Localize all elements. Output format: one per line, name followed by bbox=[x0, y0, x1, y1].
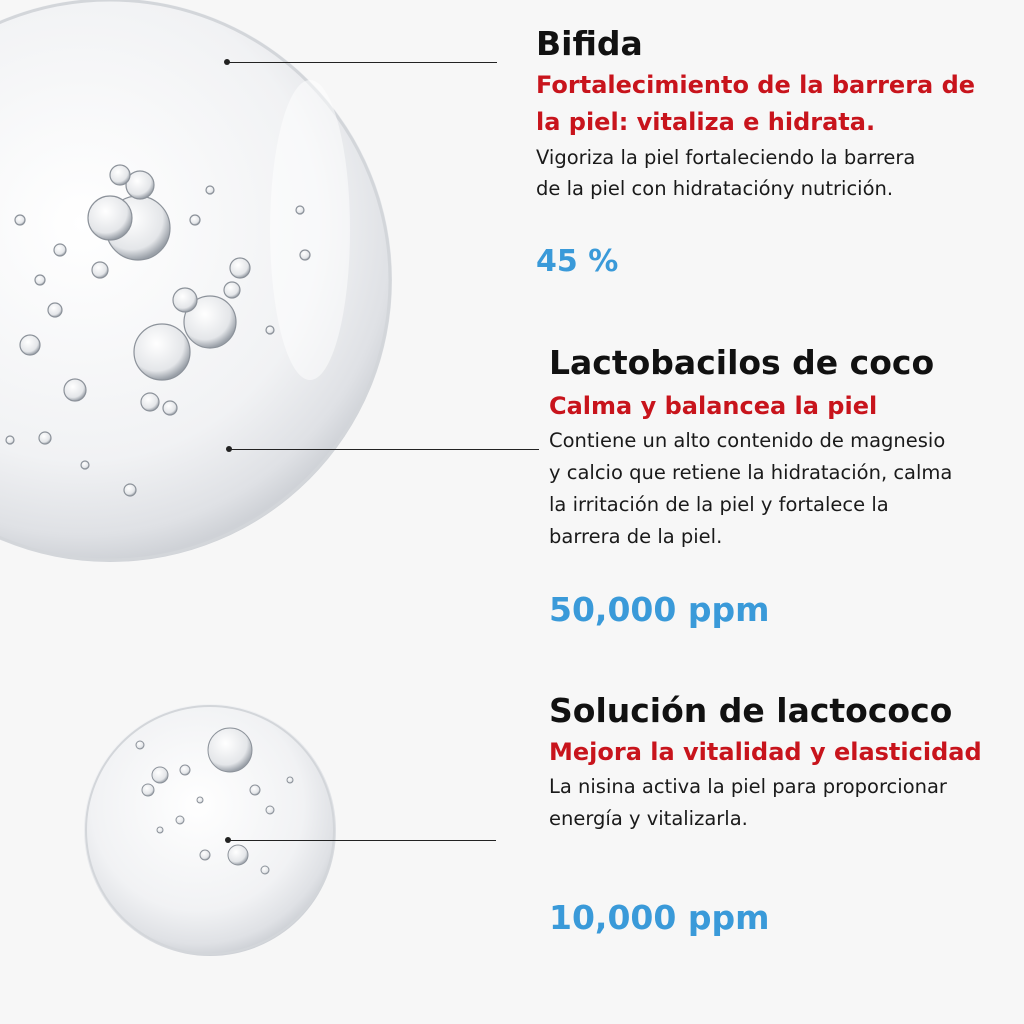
ingredient-benefit-line: Calma y balancea la piel bbox=[549, 392, 878, 420]
ingredient-benefit: Mejora la vitalidad y elasticidad bbox=[549, 734, 1019, 770]
ingredient-benefit: Calma y balancea la piel bbox=[549, 388, 1019, 424]
ingredient-description-line: La nisina activa la piel para proporcion… bbox=[549, 775, 947, 798]
ingredient-title: Bifida bbox=[536, 24, 643, 63]
ingredient-lactobacilos-de-coco: Lactobacilos de coco Calma y balancea la… bbox=[549, 340, 1019, 629]
ingredient-benefit-line: Mejora la vitalidad y elasticidad bbox=[549, 738, 982, 766]
ingredient-description-line: barrera de la piel. bbox=[549, 525, 723, 548]
ingredient-description: La nisina activa la piel para proporcion… bbox=[549, 771, 1019, 835]
ingredient-bifida: Bifida Fortalecimiento de la barrera de … bbox=[536, 22, 1016, 279]
small-serum-droplet bbox=[84, 704, 336, 956]
ingredient-description-line: y calcio que retiene la hidratación, cal… bbox=[549, 461, 953, 484]
ingredient-description: Contiene un alto contenido de magnesio y… bbox=[549, 425, 1019, 553]
callout-line-lactococo bbox=[228, 840, 496, 841]
ingredient-description-line: Vigoriza la piel fortaleciendo la barrer… bbox=[536, 146, 916, 169]
ingredient-description: Vigoriza la piel fortaleciendo la barrer… bbox=[536, 142, 1016, 204]
ingredient-description-line: la irritación de la piel y fortalece la bbox=[549, 493, 889, 516]
large-droplet-bubbles bbox=[5, 164, 311, 497]
small-droplet-bubbles bbox=[135, 727, 294, 875]
ingredient-concentration: 50,000 ppm bbox=[549, 590, 770, 629]
ingredient-title: Lactobacilos de coco bbox=[549, 343, 935, 382]
large-serum-droplet bbox=[0, 0, 392, 562]
callout-line-lactobacilos bbox=[229, 449, 539, 450]
ingredient-benefit: Fortalecimiento de la barrera de la piel… bbox=[536, 67, 1016, 141]
ingredient-description-line: de la piel con hidratacióny nutrición. bbox=[536, 177, 894, 200]
callout-dot-lactobacilos bbox=[226, 446, 232, 452]
ingredient-title: Solución de lactococo bbox=[549, 691, 953, 730]
ingredient-solucion-de-lactococo: Solución de lactococo Mejora la vitalida… bbox=[549, 688, 1019, 937]
ingredient-benefit-line: Fortalecimiento de la barrera de bbox=[536, 71, 976, 99]
ingredient-description-line: energía y vitalizarla. bbox=[549, 807, 748, 830]
callout-dot-bifida bbox=[224, 59, 230, 65]
callout-dot-lactococo bbox=[225, 837, 231, 843]
ingredient-concentration: 45 % bbox=[536, 244, 619, 279]
ingredient-description-line: Contiene un alto contenido de magnesio bbox=[549, 429, 946, 452]
ingredient-concentration: 10,000 ppm bbox=[549, 898, 770, 937]
ingredient-benefit-line: la piel: vitaliza e hidrata. bbox=[536, 108, 876, 136]
callout-line-bifida bbox=[227, 62, 497, 63]
